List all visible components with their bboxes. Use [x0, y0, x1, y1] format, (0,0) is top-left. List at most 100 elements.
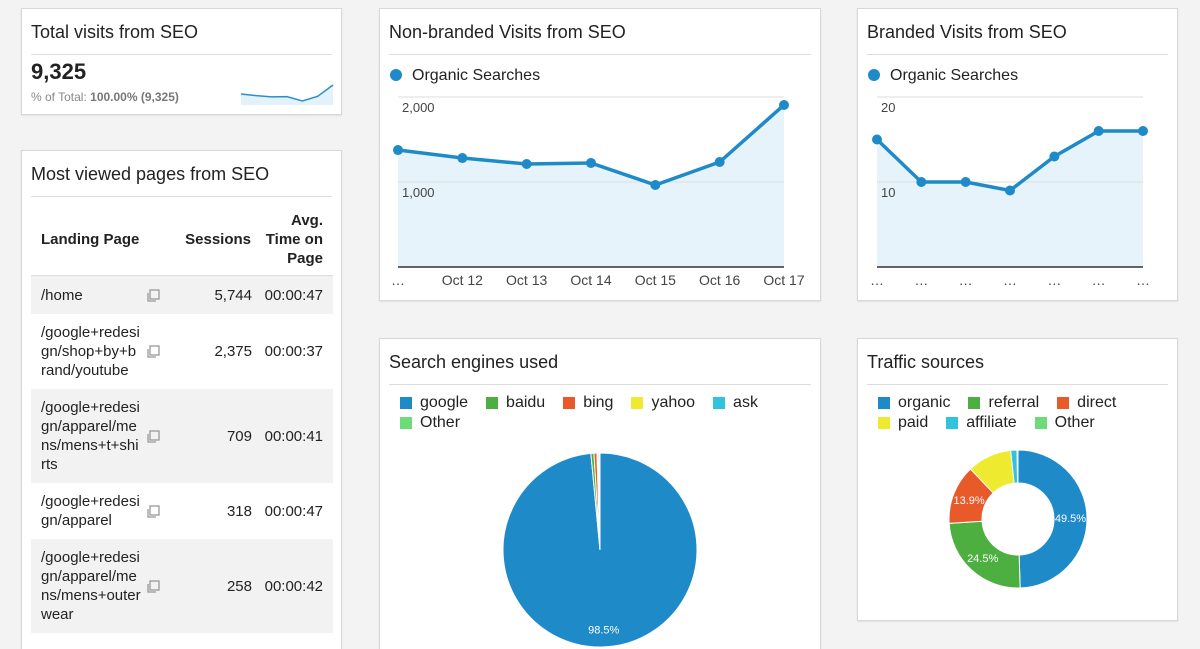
legend-marker — [868, 69, 880, 81]
landing-page: /google+redesign/apparel — [41, 493, 140, 529]
x-tick-label: … — [959, 272, 973, 288]
legend-label: Other — [420, 414, 461, 431]
chart-card: Branded Visits from SEO Organic Searches… — [857, 8, 1178, 301]
data-point — [650, 179, 661, 190]
pages-table: Landing Page Sessions Avg. Time on Page/ho… — [31, 203, 333, 633]
data-point — [916, 177, 927, 187]
legend-item: Other — [400, 414, 460, 432]
icon-cell — [141, 276, 165, 315]
chart-card: Search engines used 98.5% google baidu bin… — [379, 338, 821, 649]
sessions: 709 — [226, 427, 252, 445]
icon-shape — [149, 429, 160, 441]
chart-card: Traffic sources 49.5% 24.5% 13.9% organic r… — [857, 338, 1178, 621]
sessions: 318 — [226, 502, 252, 520]
legend-item: referral — [968, 394, 1039, 412]
data-point — [872, 134, 882, 145]
avg-time: 00:00:47 — [264, 502, 323, 520]
card-title: Traffic sources — [867, 352, 985, 372]
data-point — [1005, 185, 1015, 196]
sparkline — [240, 84, 334, 105]
x-tick-label: … — [391, 272, 405, 288]
avg-time: 00:00:47 — [264, 286, 323, 304]
x-tick-label: … — [1092, 272, 1106, 288]
legend-label: paid — [898, 414, 929, 431]
data-point — [457, 153, 468, 164]
total-value: 100.00% (9,325) — [90, 90, 179, 104]
avg-time: 00:00:41 — [264, 427, 323, 445]
pie-chart: 98.5% — [502, 452, 698, 648]
scorecard-card: Total visits from SEO 9,325 % of Total: … — [21, 8, 342, 115]
icon-shape — [149, 579, 160, 591]
card-title: Total visits from SEO — [31, 22, 199, 42]
open-link-icon[interactable] — [146, 345, 160, 359]
icon-shape — [147, 508, 156, 518]
icon-cell — [141, 389, 165, 483]
icon-shape — [149, 504, 160, 516]
data-point — [960, 177, 971, 187]
column-header: Sessions — [165, 203, 252, 276]
data-point — [1093, 126, 1104, 136]
legend-swatch — [400, 397, 412, 409]
sessions: 258 — [226, 577, 252, 595]
legend-label: organic — [898, 394, 951, 411]
x-tick-label: Oct 13 — [506, 272, 547, 288]
open-link-icon[interactable] — [146, 504, 160, 519]
icon-shape — [149, 288, 160, 300]
legend-swatch — [400, 417, 412, 429]
legend-label: referral — [988, 394, 1040, 411]
icon-shape — [147, 292, 156, 302]
legend: organic referral direct paid affiliate Other — [878, 394, 1148, 432]
legend-item: google — [400, 394, 468, 412]
open-link-icon[interactable] — [146, 429, 160, 444]
x-tick-label: … — [1047, 272, 1061, 288]
icon-shape — [147, 349, 156, 358]
icon-cell — [141, 539, 165, 633]
data-point — [393, 145, 403, 156]
sparkline-area — [241, 85, 333, 105]
card-title: Most viewed pages from SEO — [31, 164, 270, 184]
slice-label: 98.5% — [588, 624, 619, 636]
legend: google baidu bing yahoo ask Other — [400, 394, 790, 432]
y-tick-label: 10 — [881, 185, 895, 200]
table-row: /google+redesign/apparel 318 00:00:47 — [31, 483, 333, 539]
legend-swatch — [878, 397, 890, 409]
table-card: Most viewed pages from SEO Landing Page S… — [21, 150, 342, 649]
legend-item: yahoo — [631, 394, 695, 412]
column-header: Landing Page — [31, 203, 165, 276]
open-link-icon[interactable] — [146, 288, 160, 303]
legend-swatch — [713, 397, 726, 409]
data-point — [714, 157, 725, 168]
table-row: /google+redesign/shop+by+brand/youtube 2,… — [31, 314, 333, 389]
series-area — [877, 131, 1143, 267]
sessions: 5,744 — [214, 286, 252, 304]
metric-total: % of Total: 100.00% (9,325) — [31, 90, 179, 104]
x-tick-label: Oct 16 — [699, 272, 740, 288]
legend-label: yahoo — [651, 394, 696, 411]
chart-card: Non-branded Visits from SEO Organic Sear… — [379, 8, 821, 301]
legend-item: paid — [878, 414, 928, 432]
data-point — [1049, 151, 1060, 162]
x-tick-label: … — [1136, 272, 1150, 288]
x-tick-label: Oct 14 — [570, 272, 611, 288]
data-point — [1138, 126, 1148, 136]
legend-label: Organic Searches — [412, 67, 540, 84]
icon-shape — [147, 583, 156, 593]
landing-page: /google+redesign/apparel/mens/mens+outer… — [41, 549, 141, 623]
legend-swatch — [486, 397, 499, 409]
table-row: /google+redesign/apparel/mens/mens+t+shi… — [31, 389, 333, 483]
legend-swatch — [1057, 397, 1070, 409]
legend-label: direct — [1077, 394, 1117, 411]
slice-label: 49.5% — [1055, 513, 1086, 525]
legend-item: organic — [878, 394, 950, 412]
icon-shape — [147, 433, 156, 443]
slice — [1016, 449, 1019, 484]
x-tick-label: … — [870, 272, 884, 288]
legend-label: affiliate — [966, 414, 1017, 431]
legend-label: Other — [1054, 414, 1095, 431]
legend-item: affiliate — [946, 414, 1017, 432]
open-link-icon[interactable] — [146, 579, 160, 594]
y-tick-label: 2,000 — [402, 100, 435, 115]
legend-swatch — [968, 397, 981, 409]
legend-label: Organic Searches — [890, 67, 1018, 84]
